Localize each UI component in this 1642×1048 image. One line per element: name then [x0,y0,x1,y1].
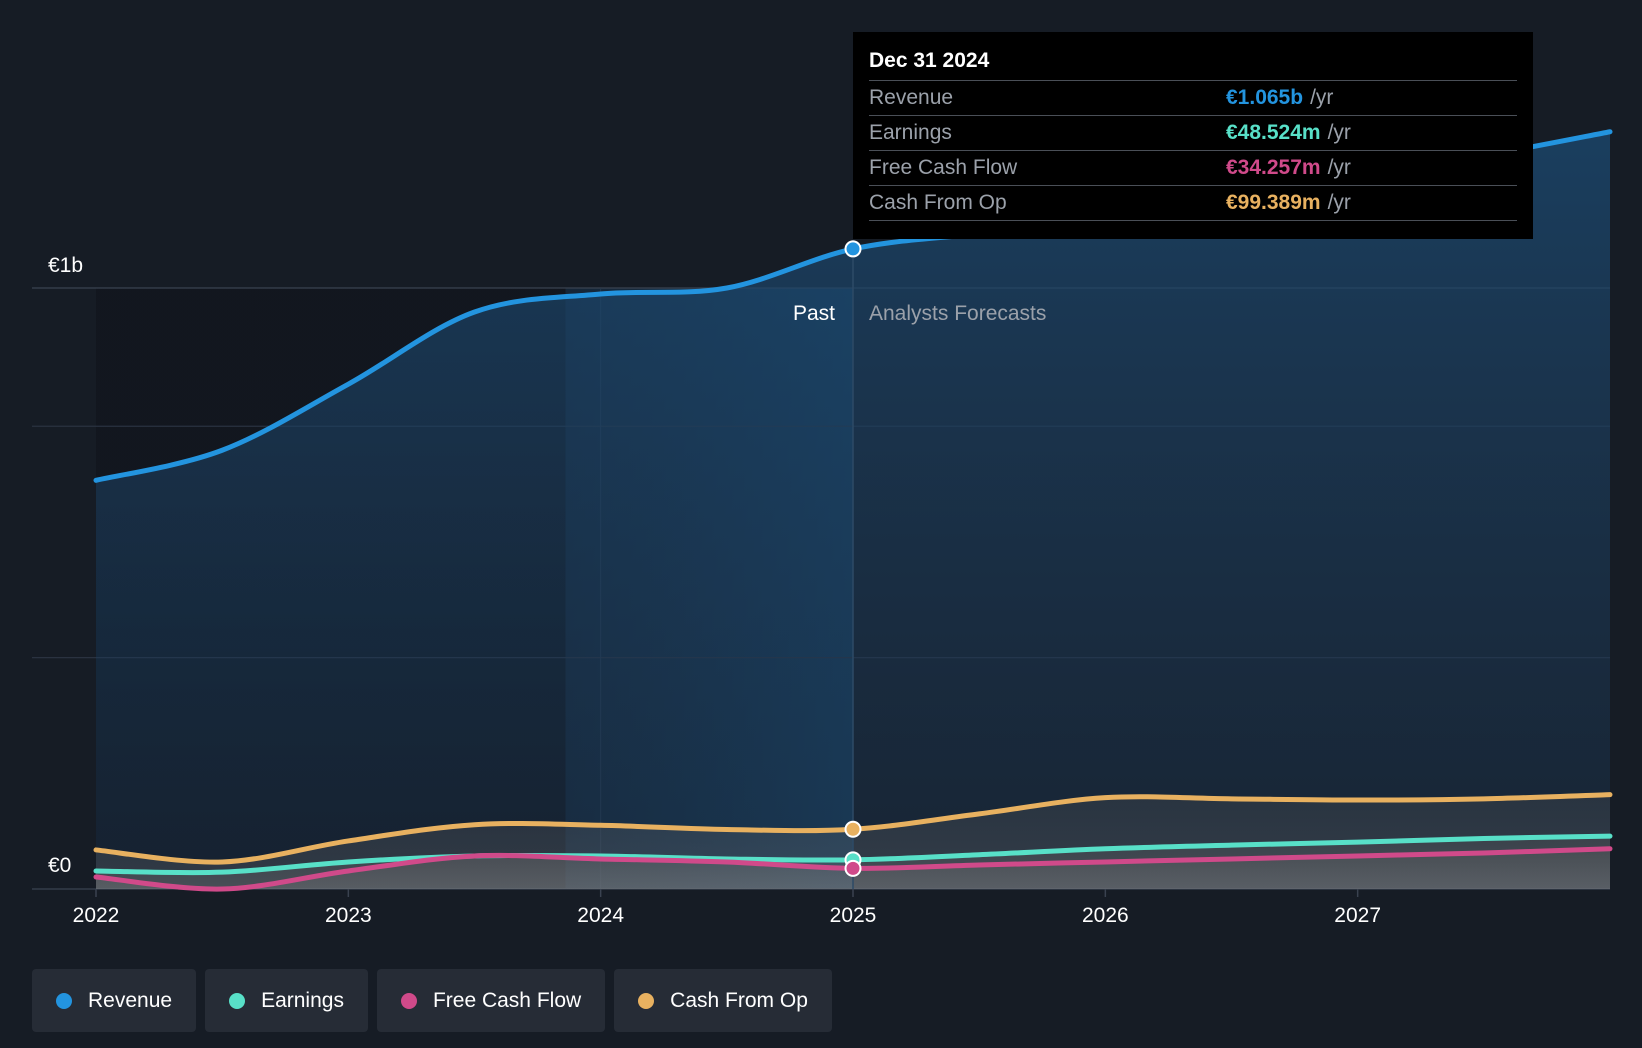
legend-label: Earnings [261,988,344,1012]
tooltip-unit: /yr [1327,121,1351,144]
tooltip-unit: /yr [1327,191,1351,214]
past-label: Past [793,302,835,325]
x-axis: 2022 2023 2024 2025 2026 2027 [73,889,1381,927]
tooltip-label: Cash From Op [869,191,1007,214]
legend-label: Cash From Op [670,988,808,1012]
x-tick-label: 2023 [325,904,372,927]
legend-label: Free Cash Flow [432,988,582,1012]
tooltip-row-revenue: Revenue €1.065b /yr [869,80,1517,115]
tooltip-label: Revenue [869,86,954,109]
legend-item-revenue[interactable]: Revenue [32,969,197,1032]
tooltip-value: €1.065b [1226,86,1304,109]
x-tick-label: 2022 [73,904,120,927]
tooltip-date: Dec 31 2024 [869,49,990,72]
tooltip-label: Earnings [869,121,952,144]
forecast-label: Analysts Forecasts [869,302,1046,325]
tooltip-row-free-cash-flow: Free Cash Flow €34.257m /yr [869,150,1517,185]
legend: Revenue Earnings Free Cash Flow Cash Fro… [32,969,832,1032]
x-tick-label: 2027 [1334,904,1381,927]
legend-dot-icon [400,992,417,1009]
tooltip-value: €99.389m [1226,191,1321,214]
y-axis-bottom-label: €0 [48,854,71,877]
tooltip-unit: /yr [1327,156,1351,179]
legend-dot-icon [229,992,246,1009]
marker-free-cash-flow [844,859,862,877]
legend-item-earnings[interactable]: Earnings [205,969,368,1032]
x-tick-label: 2025 [830,904,877,927]
legend-item-free-cash-flow[interactable]: Free Cash Flow [376,969,606,1032]
tooltip-label: Free Cash Flow [869,156,1018,179]
x-tick-label: 2026 [1082,904,1129,927]
marker-cash-from-op [844,820,862,838]
tooltip-value: €34.257m [1226,156,1321,179]
legend-dot-icon [56,992,72,1009]
legend-dot-icon [638,992,655,1009]
marker-revenue [844,240,862,258]
legend-item-cash-from-op[interactable]: Cash From Op [614,969,832,1032]
tooltip-unit: /yr [1310,86,1334,109]
x-tick-label: 2024 [577,904,624,927]
tooltip-value: €48.524m [1226,121,1321,144]
hover-markers [844,240,862,877]
y-axis-top-label: €1b [48,254,83,277]
legend-label: Revenue [88,988,173,1012]
tooltip: Dec 31 2024 Revenue €1.065b /yr Earnings… [853,32,1533,239]
tooltip-row-earnings: Earnings €48.524m /yr [869,115,1517,150]
tooltip-row-cash-from-op: Cash From Op €99.389m /yr [869,185,1517,221]
